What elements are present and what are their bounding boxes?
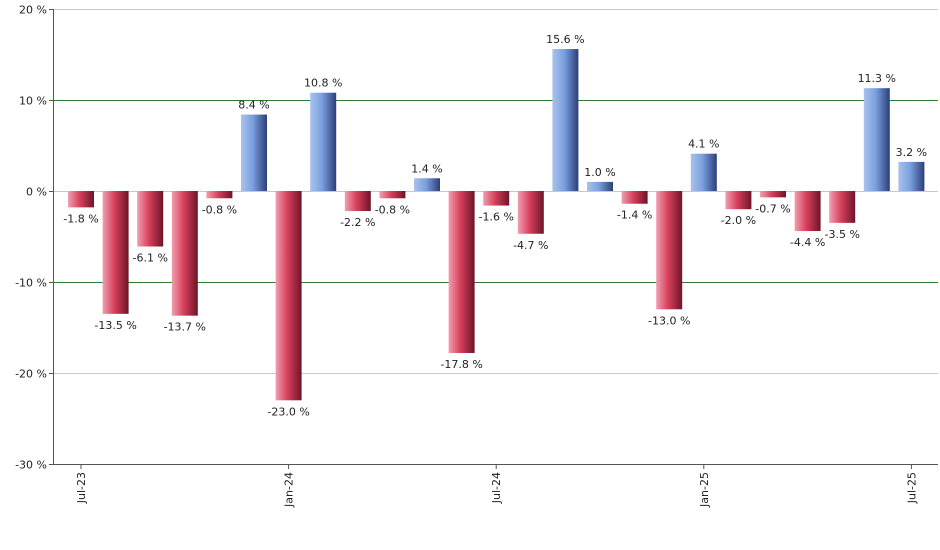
x-axis-ticks: Jul-23 Jan-24 Jul-24 Jan-25 Jul-25 — [75, 464, 918, 508]
data-label: -13.5 % — [94, 319, 136, 332]
bar — [794, 191, 821, 232]
data-label: -4.4 % — [790, 236, 825, 249]
data-label: -2.2 % — [340, 216, 375, 229]
data-label: -2.0 % — [721, 214, 756, 227]
data-label: 1.0 % — [584, 166, 615, 179]
bar — [102, 191, 129, 314]
data-label: 8.4 % — [238, 99, 269, 112]
bar — [483, 191, 510, 206]
x-tick-label: Jul-25 — [905, 472, 918, 504]
data-label: -13.0 % — [648, 314, 690, 327]
x-tick-label: Jul-24 — [490, 472, 503, 504]
data-label: -4.7 % — [513, 239, 548, 252]
data-label: -1.6 % — [478, 211, 513, 224]
y-tick-label: 0 % — [26, 186, 47, 199]
bar — [171, 191, 198, 316]
data-label: -17.8 % — [440, 358, 482, 371]
y-tick-label: -20 % — [15, 368, 47, 381]
bar — [137, 191, 164, 247]
data-label: -0.8 % — [375, 203, 410, 216]
y-tick-label: 10 % — [19, 95, 47, 108]
bar — [621, 191, 648, 204]
y-axis-ticks: 20 % 10 % 0 % -10 % -20 % -30 % — [15, 4, 53, 472]
data-label: -1.8 % — [63, 212, 98, 225]
bar — [344, 191, 371, 212]
bar — [448, 191, 475, 353]
data-label: -6.1 % — [132, 252, 167, 265]
y-tick-label: 20 % — [19, 4, 47, 17]
data-labels: -1.8 % -13.5 % -6.1 % -13.7 % -0.8 % 8.4 % -23… — [63, 33, 927, 418]
y-tick-label: -30 % — [15, 459, 47, 472]
bar — [656, 191, 683, 310]
bars — [68, 49, 925, 401]
bar — [68, 191, 94, 208]
x-tick-label: Jan-24 — [283, 472, 296, 508]
bar — [275, 191, 302, 401]
bar — [241, 114, 267, 191]
data-label: -0.8 % — [202, 203, 237, 216]
bar — [310, 92, 337, 191]
data-label: 10.8 % — [304, 77, 342, 90]
data-label: -23.0 % — [267, 405, 309, 418]
x-tick-label: Jul-23 — [75, 472, 88, 504]
bar — [379, 191, 406, 199]
bar — [690, 153, 717, 191]
x-tick-label: Jan-25 — [698, 472, 711, 508]
bar — [725, 191, 752, 210]
bar — [863, 88, 890, 191]
data-label: 1.4 % — [411, 162, 442, 175]
y-tick-label: -10 % — [15, 277, 47, 290]
data-label: 11.3 % — [858, 72, 896, 85]
data-label: 4.1 % — [688, 138, 719, 151]
data-label: -0.7 % — [755, 202, 790, 215]
axes — [53, 9, 938, 465]
bar — [517, 191, 544, 234]
bar — [587, 181, 613, 191]
bar — [898, 161, 925, 191]
bar — [829, 191, 856, 223]
bar — [760, 191, 786, 198]
data-label: -13.7 % — [164, 321, 206, 334]
bar — [552, 49, 579, 191]
data-label: 3.2 % — [896, 146, 927, 159]
bar — [414, 178, 440, 191]
data-label: -3.5 % — [824, 228, 859, 241]
bar — [206, 191, 233, 199]
data-label: -1.4 % — [617, 209, 652, 222]
data-label: 15.6 % — [546, 33, 584, 46]
